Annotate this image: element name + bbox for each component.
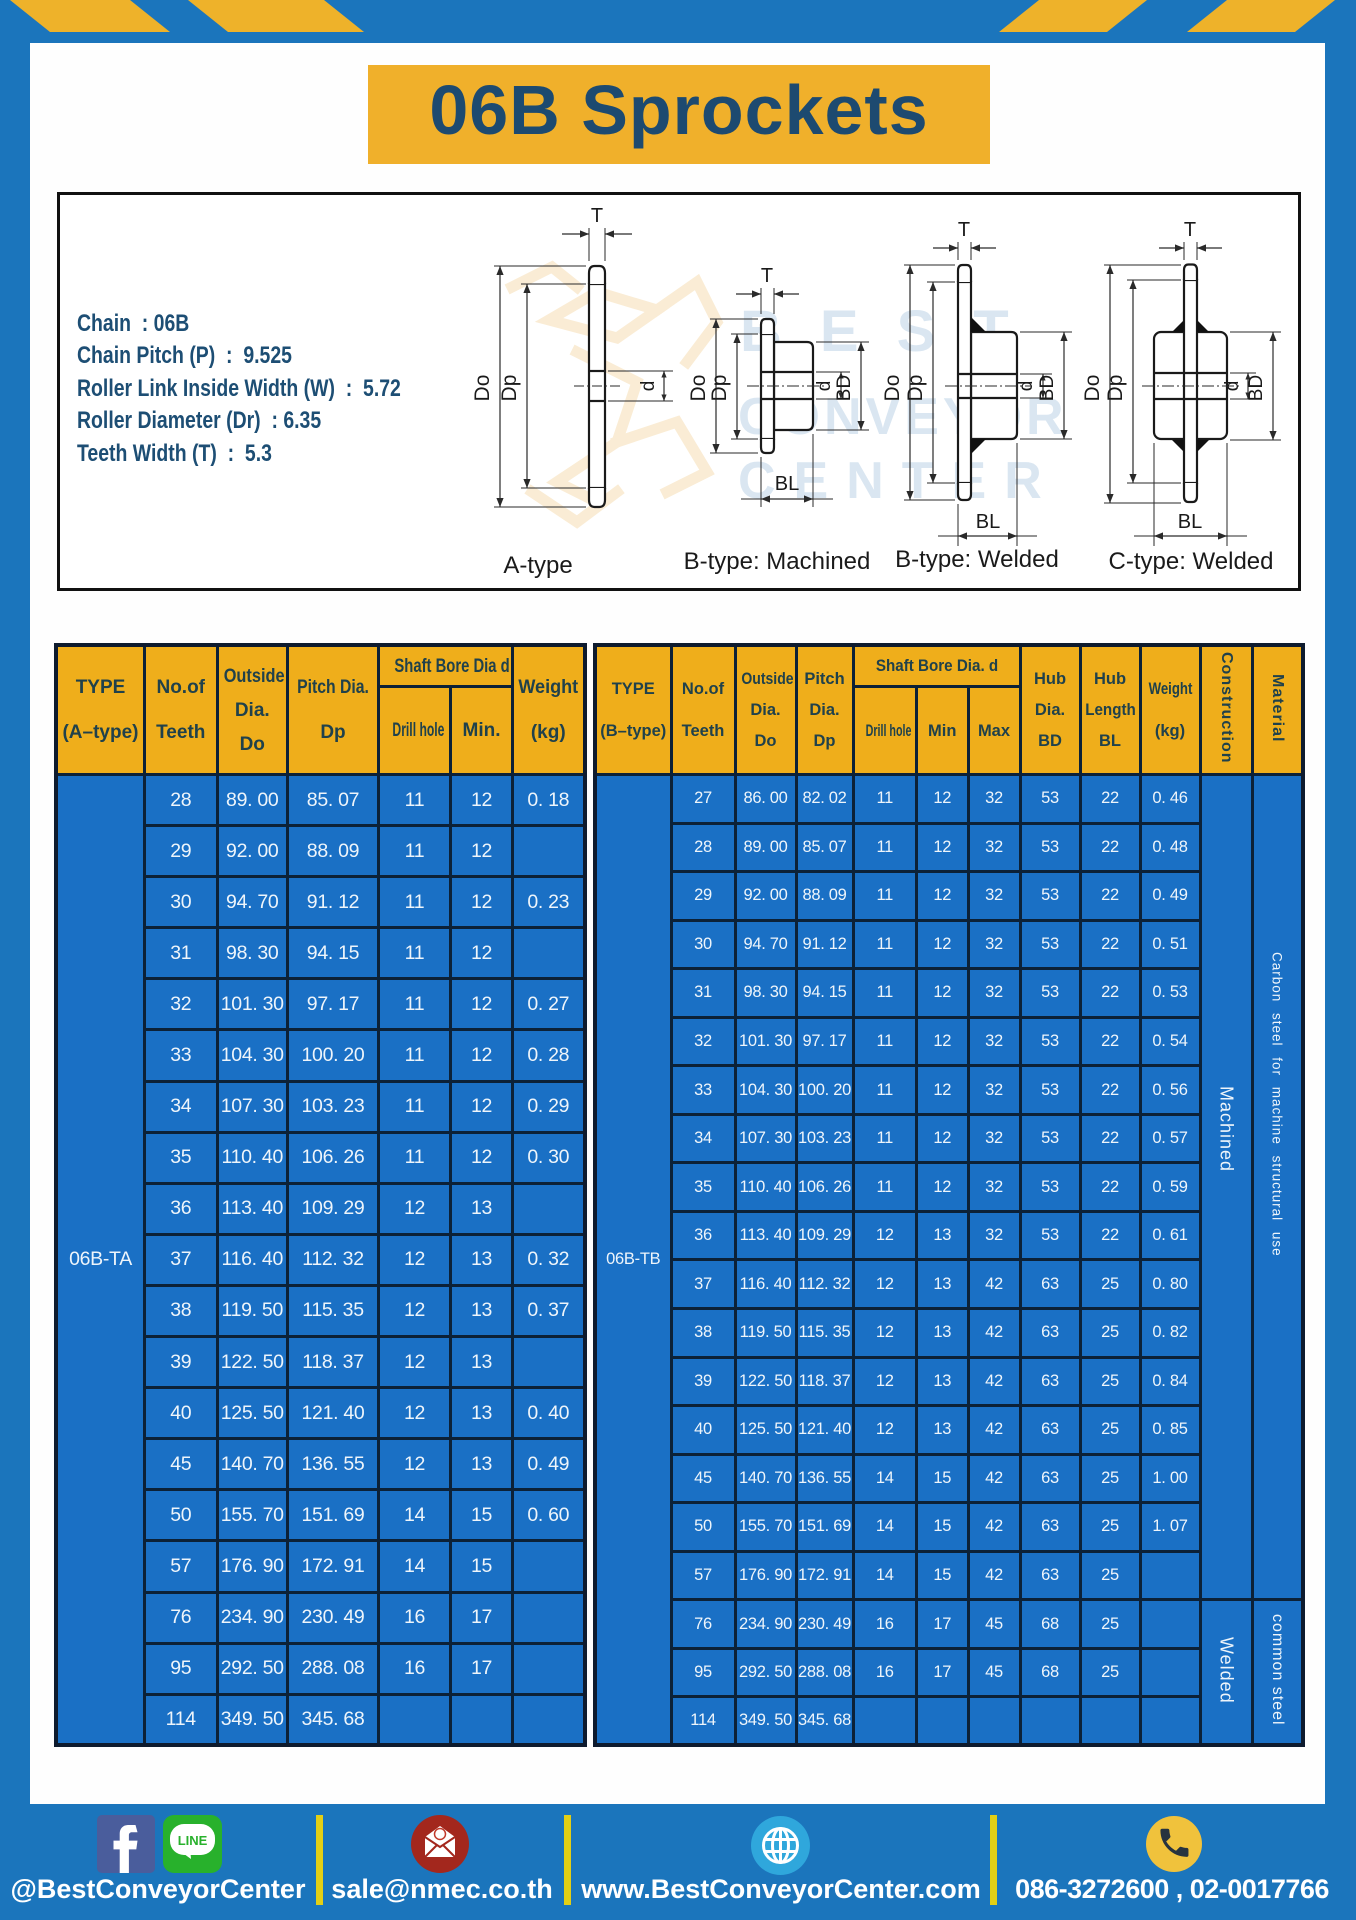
svg-text:T: T bbox=[1184, 219, 1196, 241]
svg-text:T: T bbox=[761, 265, 773, 287]
svg-text:Do: Do bbox=[881, 375, 904, 402]
svg-text:Dp: Dp bbox=[904, 375, 927, 402]
svg-text:d: d bbox=[1222, 381, 1243, 392]
svg-text:B-type: Welded: B-type: Welded bbox=[895, 546, 1059, 573]
svg-text:Do: Do bbox=[471, 375, 494, 402]
svg-text:LINE: LINE bbox=[178, 1833, 208, 1848]
svg-text:Dp: Dp bbox=[498, 375, 521, 402]
svg-text:T: T bbox=[958, 219, 970, 241]
svg-text:BL: BL bbox=[775, 473, 799, 495]
svg-text:C-type: Welded: C-type: Welded bbox=[1109, 548, 1274, 575]
svg-text:d: d bbox=[638, 381, 659, 392]
svg-text:Do: Do bbox=[1081, 375, 1104, 402]
svg-text:Dp: Dp bbox=[708, 375, 731, 402]
svg-text:Dp: Dp bbox=[1104, 375, 1127, 402]
svg-text:BL: BL bbox=[976, 511, 1000, 533]
svg-text:d: d bbox=[1016, 381, 1037, 392]
svg-text:T: T bbox=[591, 205, 603, 227]
svg-text:BL: BL bbox=[1178, 511, 1202, 533]
svg-text:BD: BD bbox=[1037, 375, 1058, 401]
svg-text:BD: BD bbox=[834, 375, 855, 401]
svg-text:B-type: Machined: B-type: Machined bbox=[684, 548, 871, 575]
svg-text:A-type: A-type bbox=[503, 552, 572, 579]
svg-text:CENTER: CENTER bbox=[738, 452, 1060, 510]
svg-text:BD: BD bbox=[1246, 375, 1267, 401]
svg-text:d: d bbox=[814, 381, 835, 392]
svg-text:Do: Do bbox=[687, 375, 710, 402]
